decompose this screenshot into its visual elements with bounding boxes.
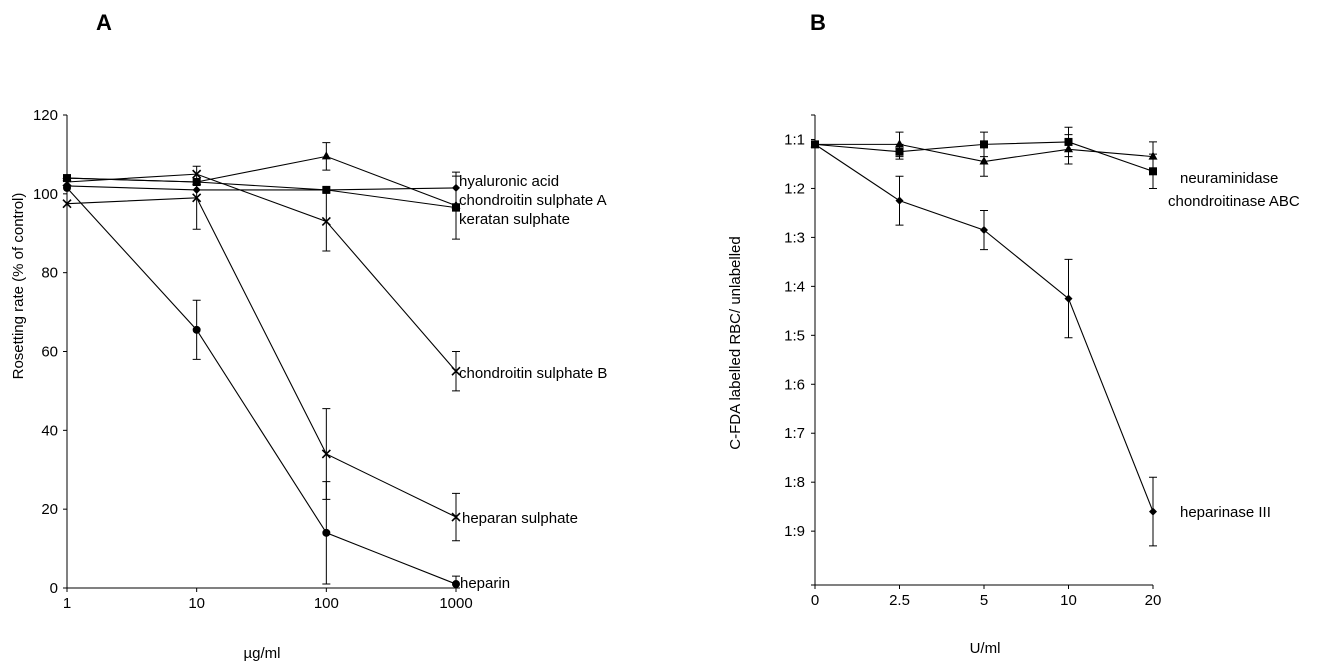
panel-a-xlabel: µg/ml bbox=[244, 645, 281, 662]
data-point-x bbox=[62, 199, 72, 209]
series-label: heparan sulphate bbox=[462, 510, 578, 527]
data-point-diamond bbox=[1064, 294, 1073, 303]
series-label: chondroitin sulphate A bbox=[459, 192, 607, 209]
data-point-square bbox=[322, 185, 331, 194]
series-line bbox=[66, 173, 457, 372]
panel-b-x-tick-label: 5 bbox=[980, 592, 988, 609]
data-point-triangle bbox=[979, 156, 989, 165]
panel-a-y-tick-label: 60 bbox=[41, 344, 58, 361]
panel-a-y-tick-label: 40 bbox=[41, 422, 58, 439]
data-point-triangle bbox=[321, 151, 331, 160]
panel-b-series-heparinase-iii: heparinase III bbox=[811, 140, 1271, 547]
data-point-x bbox=[321, 449, 331, 459]
panel-b-label: B bbox=[810, 10, 826, 35]
panel-a-series-hyaluronic-acid: hyaluronic acid bbox=[63, 171, 559, 205]
series-line bbox=[66, 185, 457, 191]
data-point-circle bbox=[322, 528, 331, 537]
panel-a-x-tick-label: 1000 bbox=[439, 595, 472, 612]
panel-b-plot: 1:1 1:2 1:3 1:4 1:5 1:6 1:7 1:8 1:9 0 2.5 5 10 20 neur… bbox=[784, 114, 1300, 609]
data-point-x bbox=[62, 177, 72, 187]
data-point-square bbox=[452, 203, 460, 212]
panel-a-x-tick-label: 1 bbox=[63, 595, 71, 612]
data-point-square bbox=[895, 147, 904, 156]
panel-a-ylabel: Rosetting rate (% of control) bbox=[10, 193, 27, 380]
panel-b-y-tick-label: 1:5 bbox=[784, 327, 805, 344]
series-label: chondroitin sulphate B bbox=[459, 365, 607, 382]
data-point-x bbox=[451, 512, 461, 522]
data-point-square bbox=[1064, 137, 1073, 146]
data-point-circle bbox=[452, 580, 460, 589]
panel-b-series-chondroitinase-abc: chondroitinase ABC bbox=[811, 126, 1300, 210]
panel-b-y-tick-label: 1:7 bbox=[784, 425, 805, 442]
panel-b-x-tick-label: 10 bbox=[1060, 592, 1077, 609]
series-line bbox=[66, 177, 457, 209]
panel-a-y-tick-label: 0 bbox=[50, 580, 58, 597]
panel-b-x-tick-label: 0 bbox=[811, 592, 819, 609]
series-label: heparinase III bbox=[1180, 504, 1271, 521]
data-point-diamond bbox=[895, 196, 904, 205]
series-label: heparin bbox=[460, 575, 510, 592]
panel-b-y-tick-label: 1:8 bbox=[784, 474, 805, 491]
panel-b-y-tick-label: 1:1 bbox=[784, 131, 805, 148]
data-point-square bbox=[1149, 167, 1157, 176]
panel-a-x-tick-label: 100 bbox=[314, 595, 339, 612]
panel-b-y-tick-label: 1:2 bbox=[784, 180, 805, 197]
panel-a-label: A bbox=[96, 10, 112, 35]
data-point-diamond bbox=[980, 226, 988, 235]
panel-b-y-tick-label: 1:4 bbox=[784, 278, 805, 295]
panel-b-xlabel: U/ml bbox=[970, 640, 1001, 657]
panel-b-x-tick-label: 2.5 bbox=[889, 592, 910, 609]
data-point-x bbox=[192, 193, 202, 203]
data-point-diamond bbox=[811, 140, 819, 149]
series-label: neuraminidase bbox=[1180, 170, 1278, 187]
series-label: hyaluronic acid bbox=[459, 173, 559, 190]
panel-b-y-tick-label: 1:3 bbox=[784, 229, 805, 246]
data-point-circle bbox=[63, 183, 71, 192]
panel-b-y-tick-label: 1:9 bbox=[784, 523, 805, 540]
data-point-x bbox=[321, 216, 331, 226]
panel-b-series-neuraminidase: neuraminidase bbox=[810, 131, 1278, 187]
panel-a-y-tick-label: 80 bbox=[41, 265, 58, 282]
series-line bbox=[66, 187, 457, 585]
series-label: chondroitinase ABC bbox=[1168, 193, 1300, 210]
data-point-square bbox=[980, 140, 988, 149]
series-line bbox=[66, 197, 457, 518]
panel-a-series-heparin: heparin bbox=[63, 183, 510, 592]
panel-a-series-chondroitin-sulphate-b: chondroitin sulphate B bbox=[62, 169, 607, 392]
data-point-diamond bbox=[1149, 507, 1157, 516]
panel-a-x-tick-label: 10 bbox=[188, 595, 205, 612]
panel-a-y-tick-label: 20 bbox=[41, 501, 58, 518]
panel-b-y-tick-label: 1:6 bbox=[784, 376, 805, 393]
panel-a-y-tick-label: 120 bbox=[33, 107, 58, 124]
data-point-circle bbox=[192, 325, 201, 334]
data-point-triangle bbox=[895, 139, 904, 148]
series-label: keratan sulphate bbox=[459, 211, 570, 228]
panel-b-x-tick-label: 20 bbox=[1145, 592, 1162, 609]
panel-a-y-tick-label: 100 bbox=[33, 186, 58, 203]
panel-b-ylabel: C-FDA labelled RBC/ unlabelled bbox=[727, 236, 744, 449]
data-point-x bbox=[451, 366, 461, 376]
data-point-square bbox=[63, 174, 71, 183]
panel-a-series-heparan-sulphate: heparan sulphate bbox=[62, 165, 578, 542]
series-line bbox=[814, 143, 1154, 512]
